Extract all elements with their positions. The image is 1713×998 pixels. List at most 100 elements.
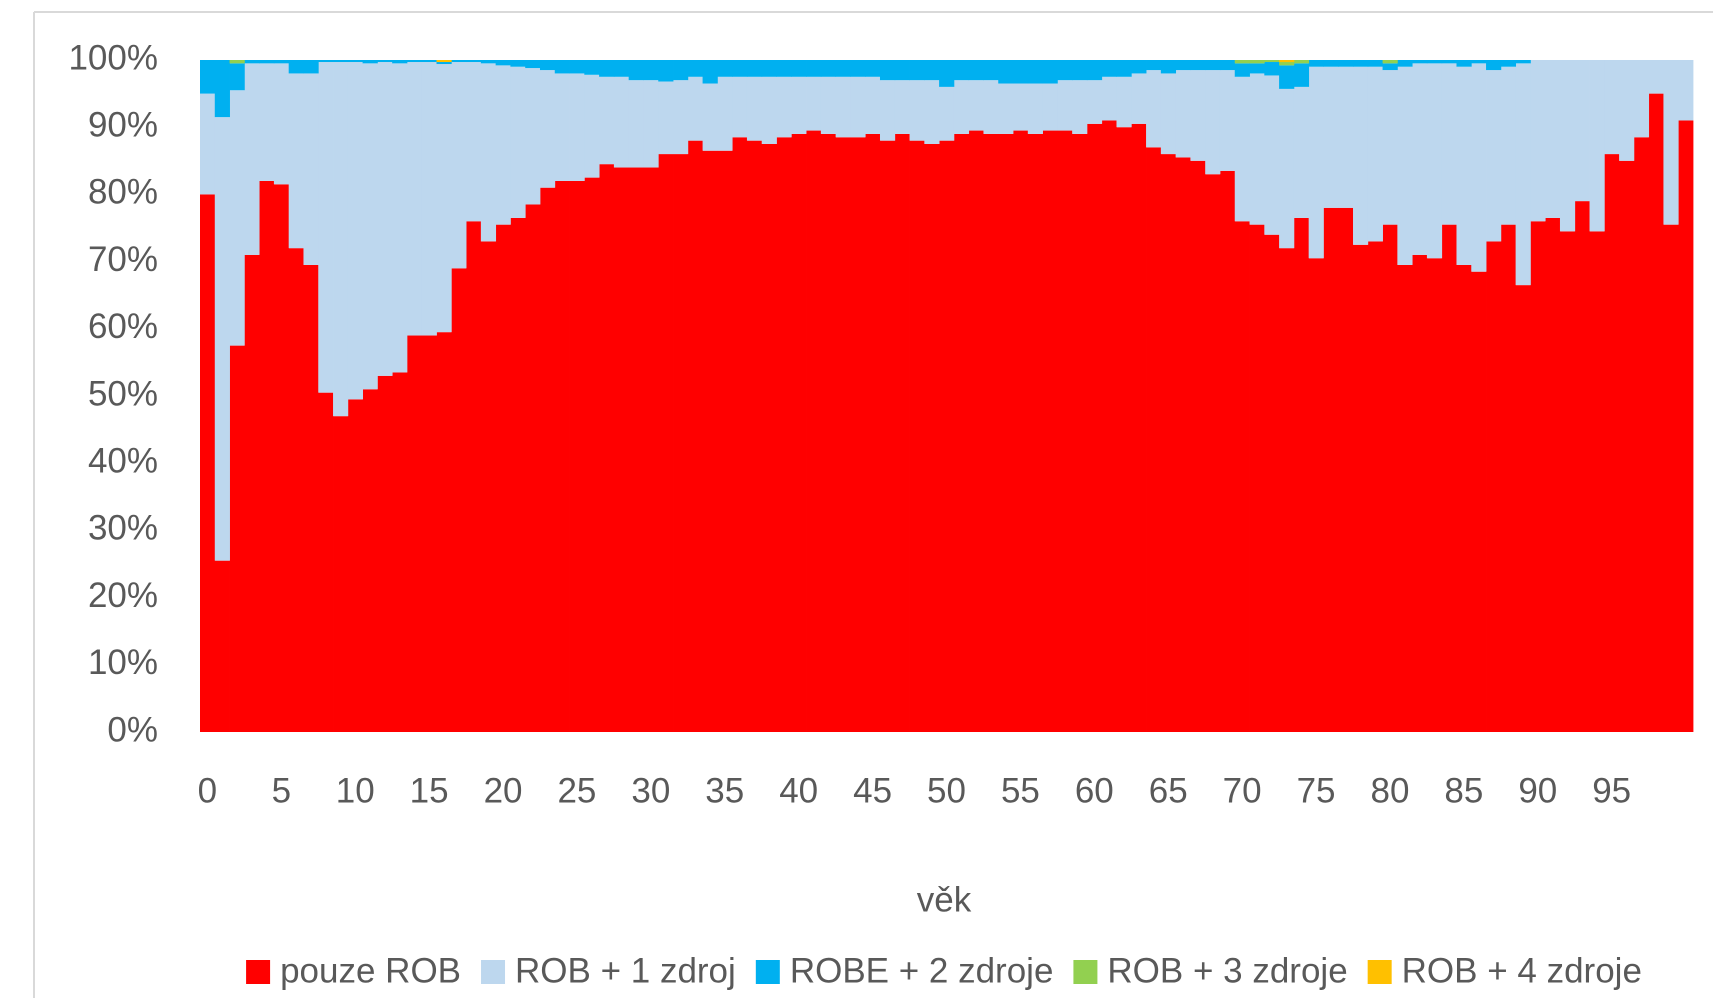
bar-segment (1013, 83, 1029, 131)
bar-segment (732, 137, 748, 732)
bar-segment (1057, 60, 1073, 81)
bar-segment (273, 184, 290, 732)
bar-segment (1293, 63, 1310, 87)
y-tick-label: 40% (88, 441, 158, 480)
bar-segment (466, 221, 482, 732)
bar-segment (569, 73, 585, 181)
bar-segment (968, 60, 984, 81)
bar-segment (1190, 70, 1206, 161)
bar-segment (377, 375, 393, 732)
bar-segment (362, 63, 378, 390)
bar-segment (879, 60, 896, 81)
bar-segment (1234, 60, 1250, 64)
bar-segment (1205, 70, 1221, 175)
bar-segment (495, 224, 511, 732)
x-tick-label: 45 (853, 771, 892, 810)
legend-label: ROB + 4 zdroje (1402, 951, 1642, 990)
bar-segment (998, 133, 1014, 733)
bar-segment (392, 372, 408, 732)
bar-segment (1146, 70, 1162, 148)
bar-segment (584, 74, 600, 178)
bar-segment (850, 76, 866, 138)
x-tick-label: 85 (1444, 771, 1483, 810)
bar-segment (1160, 154, 1177, 732)
bar-segment (1249, 60, 1265, 64)
bar-segment (1160, 73, 1177, 155)
bar-segment (806, 130, 822, 732)
bar-segment (761, 60, 777, 77)
bar-segment (761, 76, 777, 144)
bar-segment (850, 60, 866, 77)
bar-segment (1279, 60, 1295, 63)
bar-segment (510, 66, 526, 218)
bar-segment (480, 60, 497, 64)
bar-segment (1412, 63, 1428, 255)
bar-segment (628, 60, 644, 81)
bar-segment (1116, 60, 1132, 77)
bar-segment (510, 217, 526, 733)
bar-segment (983, 80, 999, 134)
bar-segment (259, 60, 275, 64)
bar-segment (318, 62, 334, 393)
bar-segment (377, 60, 393, 63)
bar-segment (451, 62, 467, 269)
bar-segment (569, 60, 585, 74)
bar-segment (1338, 66, 1354, 208)
bar-segment (865, 133, 881, 733)
bar-segment (909, 80, 925, 141)
bar-segment (879, 140, 896, 732)
bar-segment (613, 167, 630, 732)
bar-segment (835, 76, 851, 138)
bar-segment (1663, 60, 1679, 225)
bar-segment (820, 60, 837, 77)
bar-segment (1234, 63, 1250, 77)
bar-segment (835, 137, 851, 732)
legend-label: ROBE + 2 zdroje (790, 951, 1054, 990)
bar-segment (1471, 271, 1487, 732)
bar-segment (1308, 258, 1324, 732)
bar-segment (1175, 157, 1191, 732)
bar-segment (200, 93, 216, 195)
bar-segment (1338, 60, 1354, 67)
bar-segment (244, 254, 260, 732)
bar-segment (1545, 60, 1561, 218)
bar-segment (820, 76, 837, 134)
x-tick-label: 40 (779, 771, 818, 810)
bar-segment (894, 80, 910, 134)
legend-swatch (1073, 960, 1098, 984)
bar-segment (968, 130, 984, 732)
x-tick-label: 30 (631, 771, 670, 810)
bar-segment (318, 392, 334, 732)
bar-segment (214, 117, 230, 561)
bar-segment (1412, 254, 1428, 732)
bar-segment (495, 60, 511, 66)
bar-segment (909, 140, 925, 732)
legend-swatch (481, 960, 506, 984)
legend-swatch (246, 960, 271, 984)
bar-segment (687, 60, 703, 77)
bar-segment (392, 63, 408, 373)
bar-segment (791, 133, 807, 733)
bar-segment (480, 241, 497, 732)
bar-segment (1116, 127, 1132, 732)
bar-segment (953, 60, 970, 81)
bar-segment (1486, 241, 1502, 732)
bar-segment (1013, 60, 1029, 84)
bar-segment (377, 62, 393, 376)
bar-segment (1589, 231, 1605, 733)
bar-segment (1515, 285, 1531, 732)
bar-segment (1367, 66, 1383, 242)
bar-segment (1619, 60, 1635, 161)
bar-segment (983, 60, 999, 81)
x-tick-label: 90 (1518, 771, 1557, 810)
y-tick-label: 30% (88, 509, 158, 548)
bar-segment (1249, 73, 1265, 225)
bar-segment (1397, 264, 1413, 732)
bar-segment (1412, 60, 1428, 64)
bar-segment (746, 140, 763, 732)
bar-segment (1382, 63, 1398, 71)
bar-segment (1279, 88, 1295, 249)
legend-swatch (1367, 960, 1392, 984)
bar-segment (1249, 63, 1265, 74)
bar-segment (643, 167, 659, 732)
